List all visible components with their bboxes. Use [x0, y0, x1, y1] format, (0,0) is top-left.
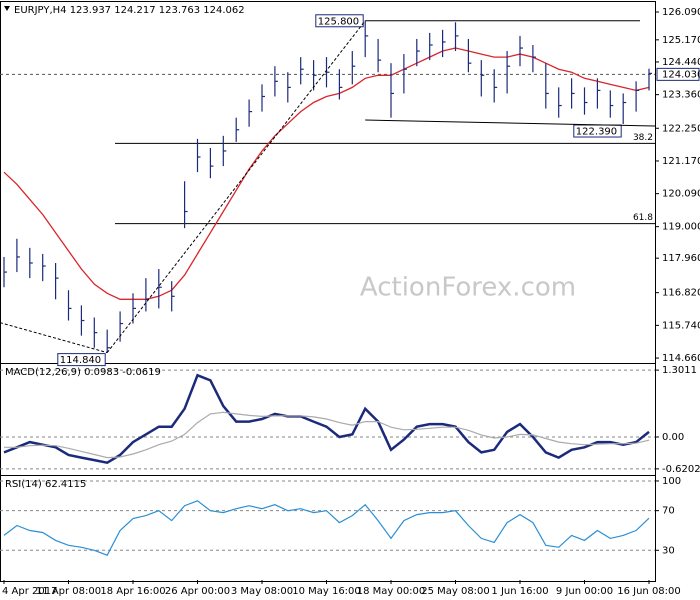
y-tick-label: 124.440 — [662, 57, 700, 68]
fib-label: 61.8 — [633, 213, 653, 223]
panel-title: RSI(14) 62.4115 — [5, 479, 86, 490]
x-tick-label: 11 Apr 08:00 — [36, 586, 101, 597]
x-tick-label: 16 Jun 08:00 — [617, 586, 681, 597]
x-tick-label: 3 May 08:00 — [231, 586, 293, 597]
callout-label: 125.800 — [318, 16, 359, 27]
callout-box — [57, 353, 106, 367]
y-tick-label: 125.170 — [662, 35, 700, 46]
panel-title: EURJPY,H4 123.937 124.217 123.763 124.06… — [14, 5, 245, 16]
panel-title: MACD(12,26,9) 0.0983 -0.0619 — [5, 367, 161, 378]
y-tick-label: 121.170 — [662, 156, 700, 167]
x-tick-label: 25 May 08:00 — [421, 586, 490, 597]
trend-line — [0, 322, 108, 354]
moving-average — [3, 47, 650, 300]
x-tick-label: 26 Apr 00:00 — [165, 586, 230, 597]
last-price-box — [656, 67, 700, 81]
y-tick-label: 70 — [662, 506, 675, 517]
last-price-label: 124.030 — [662, 69, 700, 80]
x-tick-label: 18 May 00:00 — [357, 586, 426, 597]
y-tick-label: 30 — [662, 545, 675, 556]
y-tick-label: 120.090 — [662, 189, 700, 200]
y-tick-label: 126.090 — [662, 7, 700, 18]
y-tick-label: 1.3011 — [662, 365, 697, 376]
y-tick-label: 116.820 — [662, 288, 700, 299]
y-tick-label: 123.360 — [662, 90, 700, 101]
y-tick-label: 100 — [662, 476, 681, 487]
y-tick-label: 0.00 — [662, 432, 684, 443]
series-line — [3, 500, 650, 556]
x-tick-label: 10 May 16:00 — [292, 586, 361, 597]
y-tick-label: 122.250 — [662, 123, 700, 134]
series-line — [4, 411, 650, 459]
x-tick-label: 9 Jun 00:00 — [556, 586, 613, 597]
y-tick-label: 114.660 — [662, 353, 700, 364]
y-tick-label: 119.000 — [662, 222, 700, 233]
watermark: ActionForex.com — [360, 273, 576, 303]
x-tick-label: 1 Jun 16:00 — [491, 586, 548, 597]
x-tick-label: 18 Apr 16:00 — [100, 586, 165, 597]
y-tick-label: 115.740 — [662, 320, 700, 331]
fib-label: 38.2 — [633, 133, 653, 143]
series-line — [3, 373, 650, 465]
x-tick-label: 4 Apr 2017 — [2, 586, 57, 597]
trend-line — [106, 20, 366, 353]
callout-box — [315, 14, 364, 28]
y-tick-label: -0.6202 — [662, 464, 700, 475]
y-tick-label: 117.960 — [662, 253, 700, 264]
callout-label: 114.840 — [60, 355, 101, 366]
menu-icon — [4, 6, 10, 11]
support-line — [365, 119, 656, 127]
frame — [0, 1, 656, 582]
callout-label: 122.390 — [576, 127, 617, 138]
